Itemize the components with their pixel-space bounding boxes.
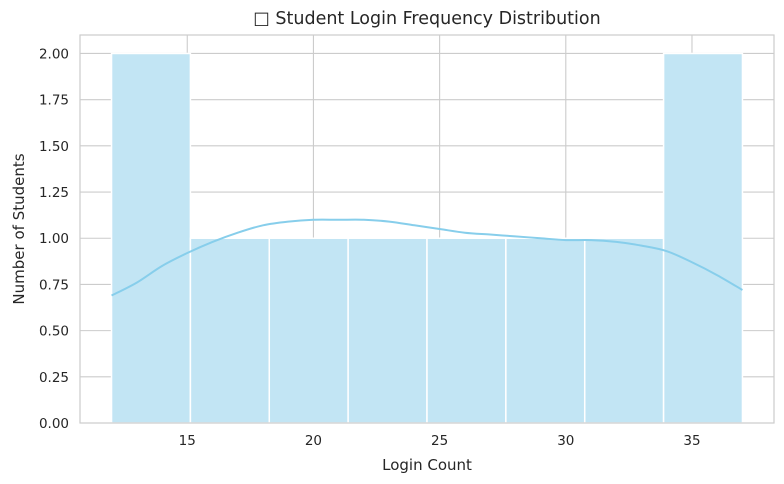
x-tick-label: 20 [305,433,322,449]
y-tick-label: 0.25 [39,370,69,386]
y-tick-label: 1.25 [39,185,69,201]
y-tick-label: 0.50 [39,324,69,340]
y-tick-label: 1.00 [39,231,69,247]
histogram-bar-6 [505,237,586,424]
histogram-bars [110,52,744,424]
histogram-bar-5 [426,237,507,424]
x-tick-labels: 15 20 25 30 35 [179,433,701,449]
y-tick-label: 1.50 [39,139,69,155]
kde-curve [111,218,743,297]
histogram-bar-3 [268,237,349,424]
histogram-bar-2 [189,237,271,424]
kde-curve-group [111,218,743,297]
y-tick-label: 0.75 [39,277,69,293]
x-tick-label: 15 [179,433,196,449]
x-tick-label: 35 [683,433,700,449]
histogram-bar-4 [347,237,428,424]
histogram-bar-7 [583,237,665,424]
x-tick-label: 25 [431,433,448,449]
y-tick-label: 1.75 [39,93,69,109]
plot-frame [79,34,775,424]
x-tick-label: 30 [557,433,574,449]
y-axis-label: Number of Students [10,153,28,304]
histogram-bar-8 [662,52,744,424]
chart-title: □ Student Login Frequency Distribution [253,9,600,29]
histogram-bar-1 [110,52,192,424]
y-tick-label: 2.00 [39,46,69,62]
x-axis-label: Login Count [382,456,472,474]
y-tick-labels: 0.00 0.25 0.50 0.75 1.00 1.25 1.50 1.75 2.00 [39,46,69,432]
y-tick-label: 0.00 [39,416,69,432]
